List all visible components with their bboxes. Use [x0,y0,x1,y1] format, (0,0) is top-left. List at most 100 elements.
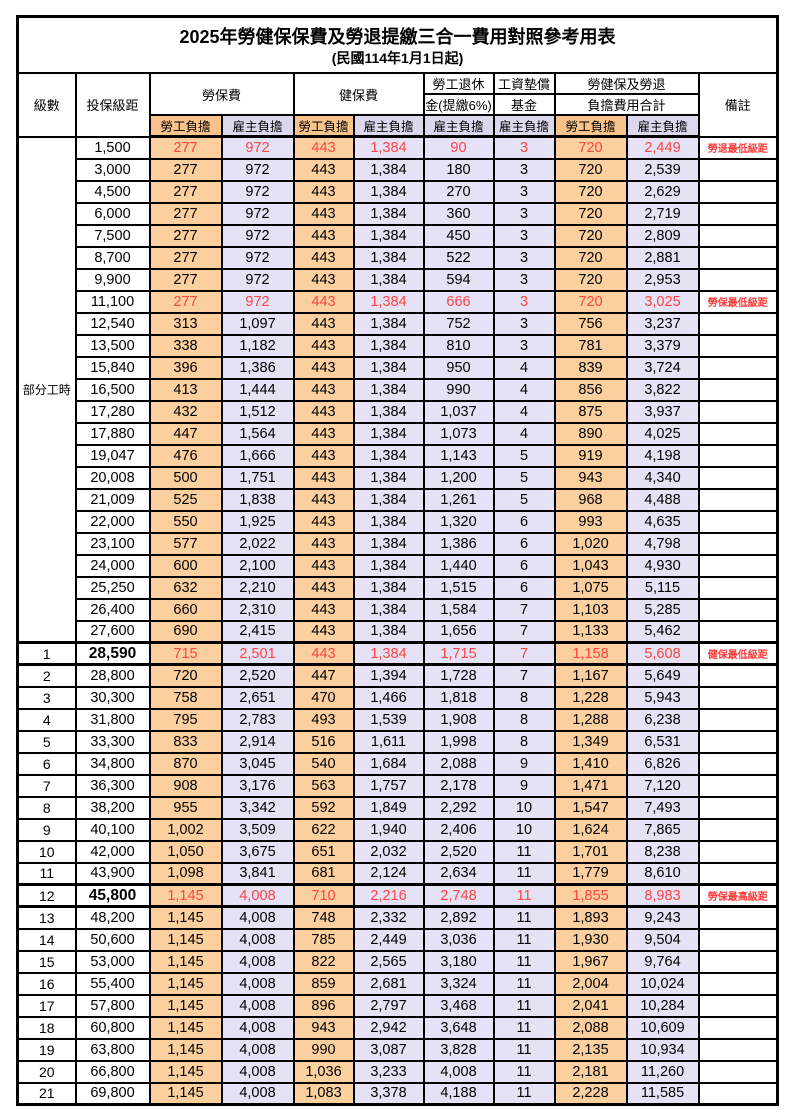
cell-total-worker: 1,043 [553,553,628,578]
cell-total-employer: 4,025 [625,421,700,446]
cell-labor-worker: 277 [148,201,223,226]
cell-total-employer: 3,237 [625,311,700,336]
cell-wage-fund-employer: 7 [492,641,556,666]
cell-remark [697,267,779,292]
table-row: 16 55,400 1,145 4,008 859 2,681 3,324 11 2,004 10… [16,971,779,996]
cell-remark [697,729,779,754]
table-row: 8,700 277 972 443 1,384 522 3 720 2,881 [18,245,779,270]
cell-total-employer: 3,822 [625,377,700,402]
cell-health-employer: 1,849 [352,795,425,820]
cell-total-worker: 1,075 [553,575,628,600]
table-row: 13 48,200 1,145 4,008 748 2,332 2,892 11 1,893 9,… [16,905,779,930]
cell-health-employer: 1,384 [352,223,425,248]
cell-labor-worker: 313 [148,311,223,336]
cell-remark [697,751,779,776]
table-row: 12,540 313 1,097 443 1,384 752 3 756 3,237 [18,311,779,336]
cell-labor-employer: 4,008 [220,927,295,952]
cell-health-employer: 1,384 [352,377,425,402]
cell-remark [697,157,779,182]
cell-level: 3 [16,685,77,710]
cell-labor-employer: 4,008 [220,1059,295,1084]
cell-health-employer: 1,384 [352,619,425,644]
cell-health-worker: 443 [292,179,355,204]
cell-labor-worker: 447 [148,421,223,446]
cell-labor-employer: 3,841 [220,861,295,886]
cell-labor-employer: 972 [220,223,295,248]
cell-labor-worker: 1,098 [148,861,223,886]
table-row: 4,500 277 972 443 1,384 270 3 720 2,629 [18,179,779,204]
cell-bracket: 60,800 [74,1015,151,1040]
cell-labor-worker: 632 [148,575,223,600]
cell-health-employer: 2,032 [352,839,425,864]
cell-bracket: 17,880 [74,421,151,446]
col-header-remark: 備註 [697,72,779,138]
cell-total-worker: 720 [553,289,628,314]
cell-wage-fund-employer: 11 [492,839,556,864]
cell-health-employer: 1,611 [352,729,425,754]
cell-labor-employer: 4,008 [220,883,295,908]
cell-total-employer: 5,115 [625,575,700,600]
cell-remark [697,509,779,534]
table-row: 15,840 396 1,386 443 1,384 950 4 839 3,724 [18,355,779,380]
cell-total-employer: 8,238 [625,839,700,864]
cell-labor-worker: 396 [148,355,223,380]
table-row: 4 31,800 795 2,783 493 1,539 1,908 8 1,288 6,238 [16,707,779,732]
header-row-2: 金(提繳6%) 基金 負擔費用合計 [18,93,778,116]
cell-pension-employer: 3,036 [422,927,495,952]
cell-total-worker: 720 [553,179,628,204]
cell-remark [697,619,779,644]
table-body: 部分工時 1,500 277 972 443 1,384 90 3 720 2,449 勞退最低級距… [16,135,779,1106]
table-row: 1 28,590 715 2,501 443 1,384 1,715 7 1,158 5,608 健… [16,641,779,666]
cell-total-employer: 8,610 [625,861,700,886]
cell-health-worker: 1,083 [292,1081,355,1106]
cell-remark: 勞退最低級距 [697,135,779,160]
cell-bracket: 6,000 [74,201,151,226]
part-time-label: 部分工時 [16,135,77,644]
cell-labor-employer: 4,008 [220,971,295,996]
cell-health-worker: 540 [292,751,355,776]
col-header-health-insurance: 健保費 [292,72,425,116]
cell-health-worker: 443 [292,355,355,380]
cell-health-employer: 1,384 [352,553,425,578]
premium-table: 2025年勞健保保費及勞退提繳三合一費用對照參考用表 (民國114年1月1日起)… [16,15,780,1106]
cell-total-worker: 1,893 [553,905,628,930]
cell-health-employer: 2,216 [352,883,425,908]
cell-pension-employer: 666 [422,289,495,314]
cell-bracket: 3,000 [74,157,151,182]
cell-total-worker: 890 [553,421,628,446]
table-row: 25,250 632 2,210 443 1,384 1,515 6 1,075 5,115 [18,575,779,600]
cell-wage-fund-employer: 3 [492,179,556,204]
cell-health-employer: 1,384 [352,399,425,424]
cell-total-worker: 1,349 [553,729,628,754]
cell-labor-employer: 2,783 [220,707,295,732]
cell-remark: 勞保最低級距 [697,289,779,314]
cell-wage-fund-employer: 6 [492,575,556,600]
cell-labor-worker: 1,145 [148,927,223,952]
cell-bracket: 27,600 [74,619,151,644]
cell-remark [697,421,779,446]
cell-health-worker: 443 [292,531,355,556]
cell-labor-worker: 758 [148,685,223,710]
cell-labor-employer: 1,666 [220,443,295,468]
cell-health-employer: 1,384 [352,157,425,182]
cell-health-employer: 1,384 [352,597,425,622]
cell-pension-employer: 2,406 [422,817,495,842]
cell-pension-employer: 522 [422,245,495,270]
cell-wage-fund-employer: 4 [492,355,556,380]
cell-bracket: 19,047 [74,443,151,468]
cell-labor-worker: 1,145 [148,1059,223,1084]
cell-labor-employer: 1,444 [220,377,295,402]
cell-wage-fund-employer: 3 [492,267,556,292]
cell-labor-employer: 3,509 [220,817,295,842]
cell-labor-employer: 1,097 [220,311,295,336]
cell-bracket: 57,800 [74,993,151,1018]
cell-health-employer: 1,940 [352,817,425,842]
cell-pension-employer: 1,143 [422,443,495,468]
cell-total-employer: 3,025 [625,289,700,314]
cell-wage-fund-employer: 11 [492,905,556,930]
subheader-total-worker: 勞工負擔 [553,114,628,138]
cell-remark [697,861,779,886]
cell-bracket: 33,300 [74,729,151,754]
cell-remark [697,685,779,710]
cell-health-worker: 443 [292,135,355,160]
